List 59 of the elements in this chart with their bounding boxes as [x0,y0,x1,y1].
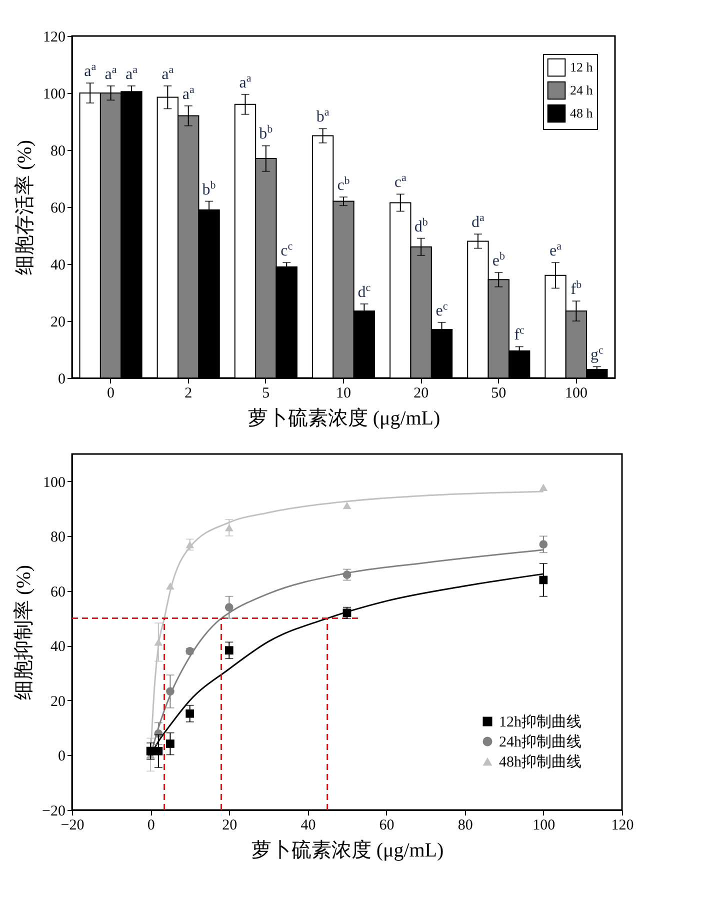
x-tick-label: 0 [147,818,155,834]
x-tick-label: 80 [458,818,473,834]
x-axis-title: 萝卜硫素浓度 (μg/mL) [248,408,440,430]
y-tick-label: 0 [58,748,66,765]
x-tick-label: 20 [414,386,429,402]
y-tick-label: 40 [50,258,66,274]
data-label: c$^{c}$ [280,240,293,260]
data-label: a$^{a}$ [84,61,96,80]
data-label: a$^{a}$ [162,64,174,83]
data-label: e$^{a}$ [550,240,562,260]
y-tick-label: −20 [42,804,66,820]
x-tick-label: 40 [300,818,316,834]
x-tick-label: 60 [379,818,394,834]
x-tick-label: 100 [564,386,588,402]
x-tick-label: 5 [262,386,270,402]
y-tick-label: 60 [50,200,66,216]
y-tick-label: 80 [50,530,66,546]
data-label: c$^{a}$ [394,172,406,192]
x-axis-title: 萝卜硫素浓度 (μg/mL) [251,840,444,862]
data-label: d$^{a}$ [472,212,485,232]
x-tick-label: 0 [107,386,115,402]
x-tick-label: 20 [222,818,238,834]
x-tick-label: 50 [491,386,506,402]
y-tick-label: 40 [50,639,66,656]
legend-label: 48h抑制曲线 [499,754,582,770]
data-label: a$^{a}$ [104,64,117,83]
legend-label: 24h抑制曲线 [499,734,582,750]
data-label: c$^{b}$ [337,175,350,194]
data-label: b$^{b}$ [202,179,216,198]
legend-label: 24 h [570,82,594,98]
y-tick-label: 80 [50,144,66,160]
y-axis-title: 细胞抑制率 (%) [13,565,36,700]
data-label: b$^{b}$ [259,124,274,143]
y-tick-label: 20 [50,314,66,330]
y-tick-label: 100 [43,86,66,102]
data-label: d$^{c}$ [358,282,371,301]
y-tick-label: 60 [50,584,66,600]
data-label: g$^{c}$ [590,344,604,364]
data-label: a$^{a}$ [239,72,252,92]
data-label: a$^{a}$ [182,84,194,103]
data-label: d$^{b}$ [414,216,428,236]
data-label: e$^{b}$ [492,250,506,270]
y-tick-label: 100 [43,474,66,491]
data-label: f$^{b}$ [570,279,582,298]
data-label: f$^{c}$ [514,324,525,344]
y-axis-title: 细胞存活率 (%) [14,140,36,275]
data-label: b$^{a}$ [316,106,330,126]
x-tick-label: 100 [532,818,556,834]
y-tick-label: 120 [43,30,66,46]
legend-label: 48 h [570,106,594,120]
y-tick-label: 0 [58,372,66,388]
legend-label: 12h抑制曲线 [499,714,582,730]
data-label: a$^{a}$ [125,64,138,83]
x-tick-label: 120 [611,818,634,834]
x-tick-label: 2 [184,386,192,402]
x-tick-label: 10 [336,386,351,402]
data-label: e$^{c}$ [436,300,448,320]
legend-label: 12 h [570,60,594,74]
y-tick-label: 20 [50,694,66,710]
